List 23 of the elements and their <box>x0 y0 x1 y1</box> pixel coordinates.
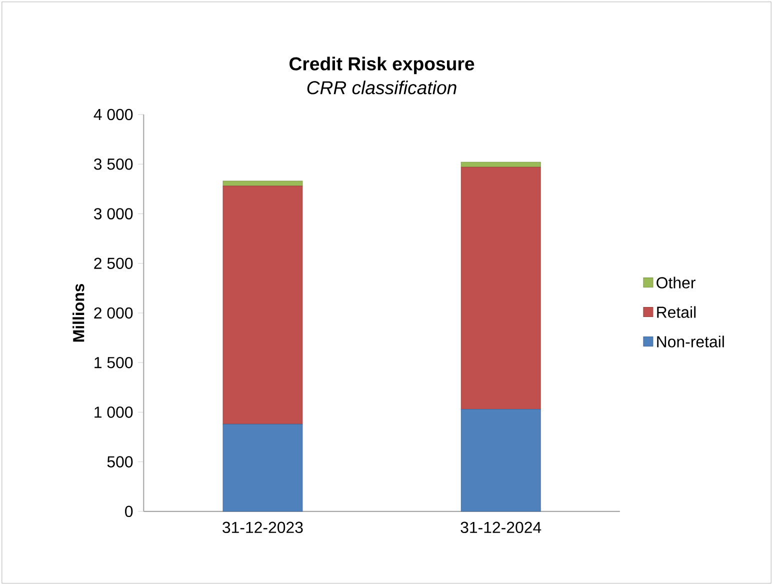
bar <box>222 186 303 424</box>
bar <box>460 166 541 410</box>
x-tick-label: 31-12-2024 <box>460 522 542 533</box>
y-tick-label: 1 000 <box>94 406 133 418</box>
y-tick-label: 4 000 <box>94 108 133 120</box>
legend-label: Retail <box>657 306 696 318</box>
bar <box>222 424 303 512</box>
y-tick-label: 2 000 <box>94 307 133 319</box>
legend-label: Other <box>656 276 696 288</box>
y-tick-label: 2 500 <box>94 258 133 269</box>
y-tick-label: 0 <box>125 506 133 517</box>
bar <box>460 408 541 512</box>
bar <box>222 180 303 186</box>
legend-label: Non-retail <box>657 336 724 348</box>
y-tick-label: 3 000 <box>94 208 133 220</box>
y-tick-label: 1 500 <box>94 356 133 368</box>
chart-subtitle: CRR classification <box>307 80 456 94</box>
y-tick-label: 500 <box>107 456 133 468</box>
chart-title: Credit Risk exposure <box>290 56 474 74</box>
x-tick-label: 31-12-2023 <box>222 522 303 533</box>
y-tick-label: 3 500 <box>94 158 133 170</box>
y-axis-title: Millions <box>72 284 84 342</box>
bar <box>460 162 541 168</box>
